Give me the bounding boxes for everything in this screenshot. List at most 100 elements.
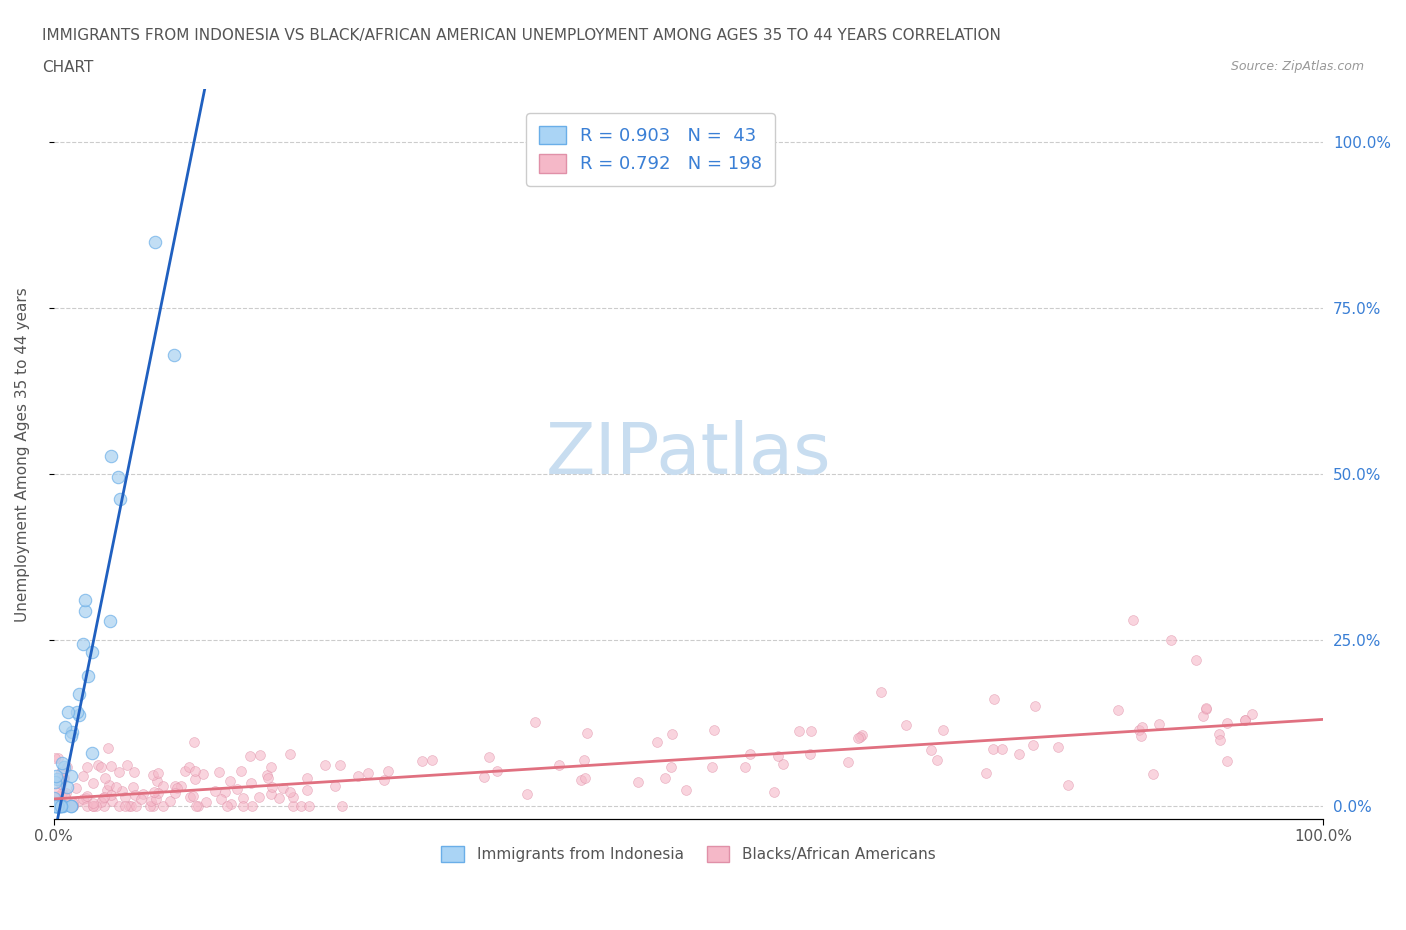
Point — [177, 759, 200, 774]
Point — [789, 724, 811, 738]
Point — [90, 760, 112, 775]
Point — [472, 770, 495, 785]
Point — [143, 234, 166, 249]
Point — [1008, 746, 1031, 761]
Point — [1216, 753, 1239, 768]
Point — [44, 798, 66, 813]
Point — [96, 783, 118, 798]
Point — [76, 759, 98, 774]
Point — [485, 764, 508, 778]
Point — [111, 784, 134, 799]
Point — [703, 723, 725, 737]
Point — [734, 760, 756, 775]
Point — [239, 749, 262, 764]
Point — [53, 790, 76, 804]
Point — [170, 778, 193, 793]
Point — [100, 788, 122, 803]
Point — [627, 775, 650, 790]
Point — [1056, 777, 1078, 792]
Text: IMMIGRANTS FROM INDONESIA VS BLACK/AFRICAN AMERICAN UNEMPLOYMENT AMONG AGES 35 T: IMMIGRANTS FROM INDONESIA VS BLACK/AFRIC… — [42, 28, 1001, 43]
Point — [575, 726, 598, 741]
Point — [145, 792, 167, 807]
Text: Source: ZipAtlas.com: Source: ZipAtlas.com — [1230, 60, 1364, 73]
Point — [49, 798, 72, 813]
Point — [271, 781, 294, 796]
Point — [1185, 652, 1208, 667]
Point — [257, 770, 280, 785]
Point — [62, 798, 84, 813]
Point — [357, 765, 380, 780]
Point — [122, 764, 145, 779]
Point — [45, 798, 67, 813]
Point — [1209, 733, 1232, 748]
Point — [347, 768, 370, 783]
Point — [98, 614, 121, 629]
Point — [981, 741, 1004, 756]
Point — [121, 779, 143, 794]
Point — [1241, 707, 1264, 722]
Point — [51, 798, 73, 813]
Point — [183, 771, 205, 786]
Point — [186, 798, 208, 813]
Point — [51, 756, 73, 771]
Point — [920, 743, 942, 758]
Point — [1024, 698, 1046, 713]
Point — [45, 772, 67, 787]
Point — [42, 790, 65, 805]
Point — [44, 797, 66, 812]
Point — [132, 786, 155, 801]
Point — [297, 770, 319, 785]
Point — [768, 749, 790, 764]
Point — [208, 764, 231, 779]
Point — [101, 793, 124, 808]
Point — [267, 790, 290, 805]
Point — [80, 745, 103, 760]
Point — [59, 798, 82, 813]
Point — [91, 790, 114, 805]
Point — [290, 798, 312, 813]
Point — [90, 795, 112, 810]
Point — [762, 785, 785, 800]
Point — [45, 798, 67, 813]
Point — [49, 798, 72, 813]
Point — [1233, 712, 1256, 727]
Point — [46, 798, 69, 813]
Point — [65, 780, 87, 795]
Point — [232, 790, 254, 805]
Point — [93, 798, 115, 813]
Point — [51, 785, 73, 800]
Point — [249, 747, 271, 762]
Point — [49, 764, 72, 779]
Point — [48, 798, 70, 813]
Point — [139, 794, 162, 809]
Point — [377, 764, 399, 778]
Point — [240, 798, 263, 813]
Point — [187, 798, 209, 813]
Point — [125, 798, 148, 813]
Point — [849, 729, 872, 744]
Point — [53, 719, 76, 734]
Point — [82, 798, 104, 813]
Point — [645, 735, 668, 750]
Point — [45, 768, 67, 783]
Point — [179, 790, 201, 804]
Point — [46, 798, 69, 813]
Point — [420, 753, 443, 768]
Point — [1022, 737, 1045, 752]
Point — [298, 798, 321, 813]
Point — [53, 797, 76, 812]
Point — [1208, 726, 1230, 741]
Point — [846, 730, 869, 745]
Point — [84, 798, 107, 813]
Point — [1160, 632, 1182, 647]
Point — [82, 775, 104, 790]
Point — [1122, 613, 1144, 628]
Point — [145, 774, 167, 789]
Point — [896, 718, 918, 733]
Point — [191, 766, 214, 781]
Point — [163, 786, 186, 801]
Point — [974, 765, 997, 780]
Point — [524, 714, 547, 729]
Point — [93, 790, 115, 804]
Point — [152, 798, 174, 813]
